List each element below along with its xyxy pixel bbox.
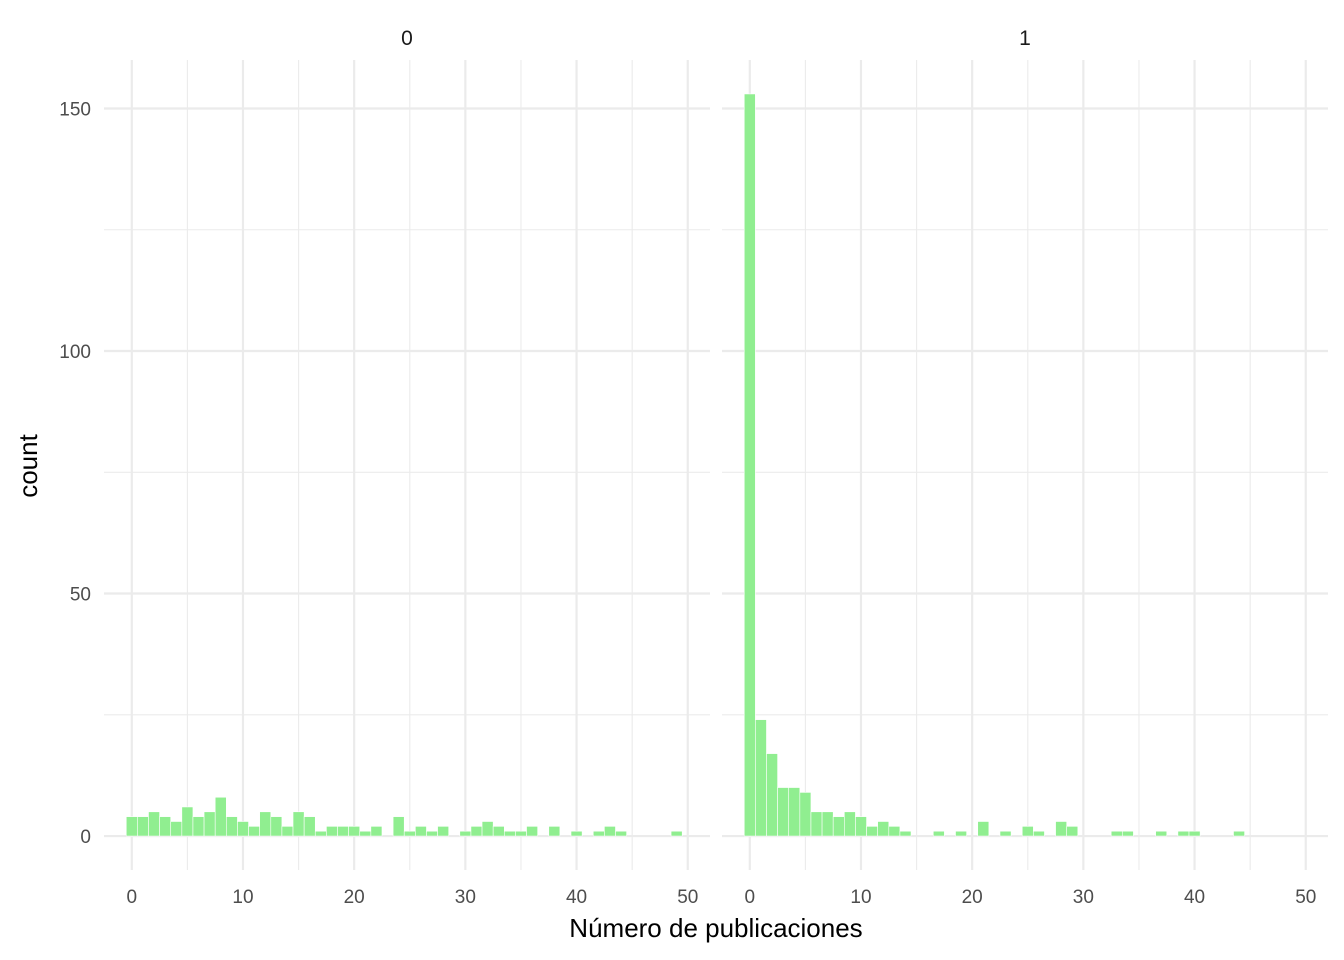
histogram-bar	[292, 811, 305, 837]
histogram-bar	[470, 826, 483, 837]
x-tick-label: 30	[455, 887, 476, 908]
histogram-bar	[810, 811, 823, 837]
histogram-bar	[755, 719, 767, 837]
x-tick-label: 50	[1295, 887, 1316, 908]
histogram-bar	[932, 830, 945, 837]
histogram-bar	[1121, 830, 1134, 837]
histogram-bars	[125, 93, 1245, 837]
histogram-bar	[1033, 830, 1045, 837]
y-tick-label: 150	[59, 100, 91, 121]
histogram-bar	[1155, 830, 1168, 837]
histogram-bar	[515, 830, 527, 837]
x-tick-label: 10	[232, 887, 253, 908]
histogram-bar	[821, 811, 834, 837]
histogram-bar	[214, 796, 227, 837]
x-tick-label: 50	[677, 887, 698, 908]
facet-strip-label: 0	[401, 27, 413, 50]
histogram-bar	[570, 830, 583, 837]
y-tick-label: 50	[70, 585, 91, 606]
histogram-bar	[348, 826, 361, 837]
histogram-bar	[248, 826, 260, 837]
histogram-bar	[226, 816, 238, 837]
histogram-bar	[503, 830, 516, 837]
histogram-bar	[604, 826, 616, 837]
histogram-bar	[426, 830, 438, 837]
histogram-bar	[877, 821, 890, 837]
histogram-bar	[777, 787, 790, 837]
histogram-bar	[1110, 830, 1123, 837]
x-tick-label: 0	[745, 887, 756, 908]
histogram-bar	[955, 830, 967, 837]
histogram-bar	[125, 816, 138, 837]
histogram-bar	[137, 816, 149, 837]
histogram-bar	[392, 816, 405, 837]
histogram-bar	[281, 826, 294, 837]
histogram-bar	[832, 816, 845, 837]
histogram-bar	[492, 826, 505, 837]
histogram-bar	[670, 830, 683, 837]
histogram-bar	[1021, 826, 1034, 837]
y-tick-label: 100	[59, 342, 91, 363]
histogram-bar	[1188, 830, 1201, 837]
histogram-bar	[459, 830, 472, 837]
histogram-bar	[1066, 826, 1079, 837]
histogram-bar	[337, 826, 349, 837]
histogram-bar	[415, 826, 427, 837]
histogram-bar	[548, 826, 561, 837]
histogram-bar	[977, 821, 990, 837]
histogram-bar	[192, 816, 205, 837]
histogram-bar	[592, 830, 605, 837]
x-tick-label: 20	[962, 887, 983, 908]
histogram-bar	[999, 830, 1012, 837]
histogram-bar	[844, 811, 856, 837]
facet-strip-label: 1	[1019, 27, 1031, 50]
histogram-bar	[526, 826, 538, 837]
histogram-bar	[181, 806, 194, 837]
x-tick-label: 40	[566, 887, 587, 908]
histogram-bar	[855, 816, 867, 837]
histogram-bar	[766, 753, 778, 837]
histogram-bar	[1233, 830, 1245, 837]
histogram-bar	[259, 811, 272, 837]
histogram-bar	[148, 811, 160, 837]
histogram-bar	[203, 811, 216, 837]
x-tick-label: 40	[1184, 887, 1205, 908]
x-tick-label: 0	[127, 887, 138, 908]
histogram-bar	[1055, 821, 1067, 837]
y-axis-title: count	[13, 433, 43, 497]
histogram-bar	[159, 816, 172, 837]
x-tick-label: 20	[344, 887, 365, 908]
histogram-bar	[170, 821, 183, 837]
histogram-bar	[899, 830, 912, 837]
x-tick-label: 10	[850, 887, 871, 908]
histogram-bar	[326, 826, 338, 837]
histogram-bar	[314, 830, 327, 837]
histogram-bar	[270, 816, 283, 837]
histogram-bar	[237, 821, 249, 837]
histogram-bar	[370, 826, 383, 837]
histogram-bar	[437, 826, 449, 837]
histogram-bar	[615, 830, 627, 837]
grid-lines	[104, 60, 1328, 870]
histogram-bar	[1177, 830, 1190, 837]
histogram-bar	[799, 792, 812, 837]
histogram-bar	[888, 826, 901, 837]
histogram-bar	[303, 816, 316, 837]
histogram-bar	[403, 830, 416, 837]
histogram-bar	[743, 93, 756, 837]
histogram-bar	[866, 826, 878, 837]
x-axis-title: Número de publicaciones	[569, 913, 862, 943]
y-tick-label: 0	[80, 827, 91, 848]
histogram-bar	[788, 787, 801, 837]
histogram-bar	[359, 830, 372, 837]
histogram-bar	[481, 821, 494, 837]
x-tick-label: 30	[1073, 887, 1094, 908]
